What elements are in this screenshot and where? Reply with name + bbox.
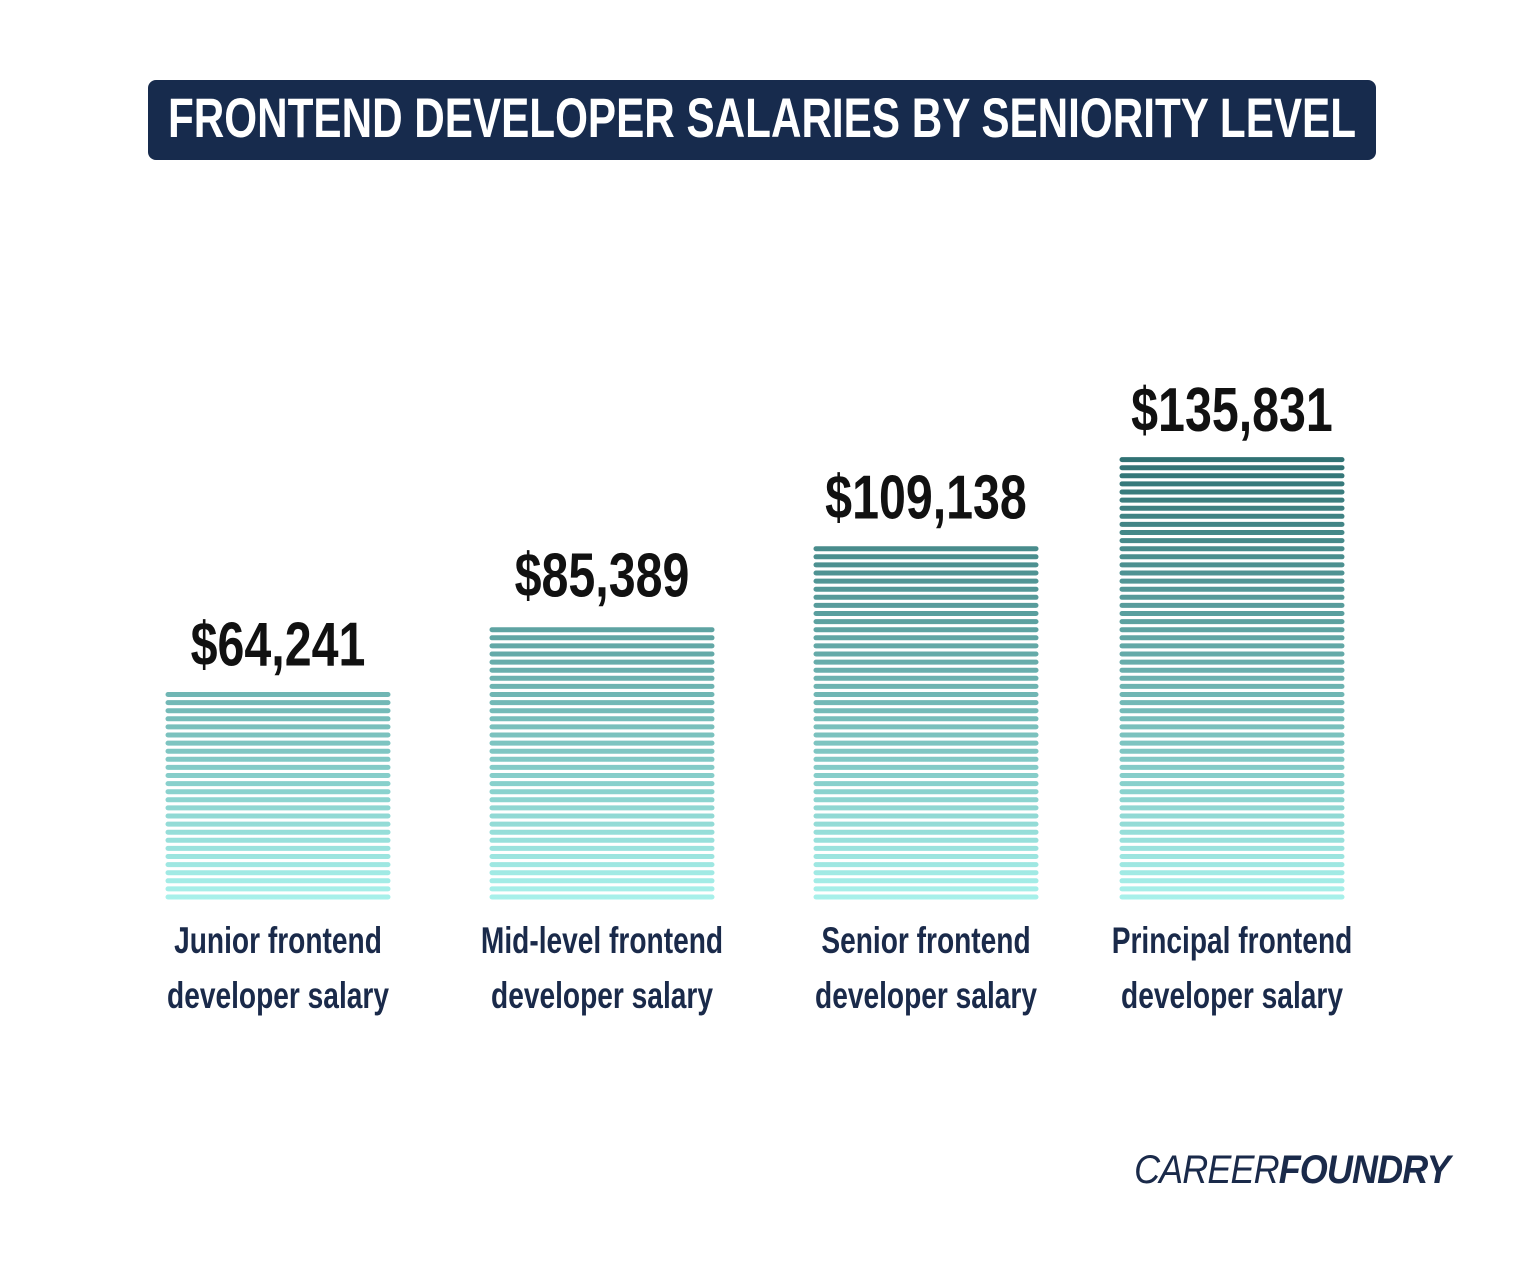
value-label: $85,389 (515, 540, 690, 609)
bar (165, 692, 391, 900)
logo-light: CAREER (1134, 1148, 1280, 1192)
category-label: Senior frontend developer salary (815, 920, 1037, 1016)
logo: CAREERFOUNDRY (1134, 1148, 1451, 1193)
title-box (148, 80, 1376, 160)
category-label: Principal frontend developer salary (1111, 920, 1353, 1016)
bar (813, 546, 1039, 900)
bar (1119, 457, 1345, 900)
bar (489, 627, 715, 900)
value-label: $64,241 (191, 610, 366, 679)
category-label: Junior frontend developer salary (167, 920, 389, 1016)
value-label: $109,138 (825, 463, 1027, 532)
logo-bold: FOUNDRY (1278, 1148, 1451, 1192)
category-label: Mid-level frontend developer salary (480, 920, 724, 1016)
chart-title: FRONTEND DEVELOPER SALARIES BY SENIORITY… (168, 86, 1356, 149)
value-label: $135,831 (1131, 375, 1333, 444)
